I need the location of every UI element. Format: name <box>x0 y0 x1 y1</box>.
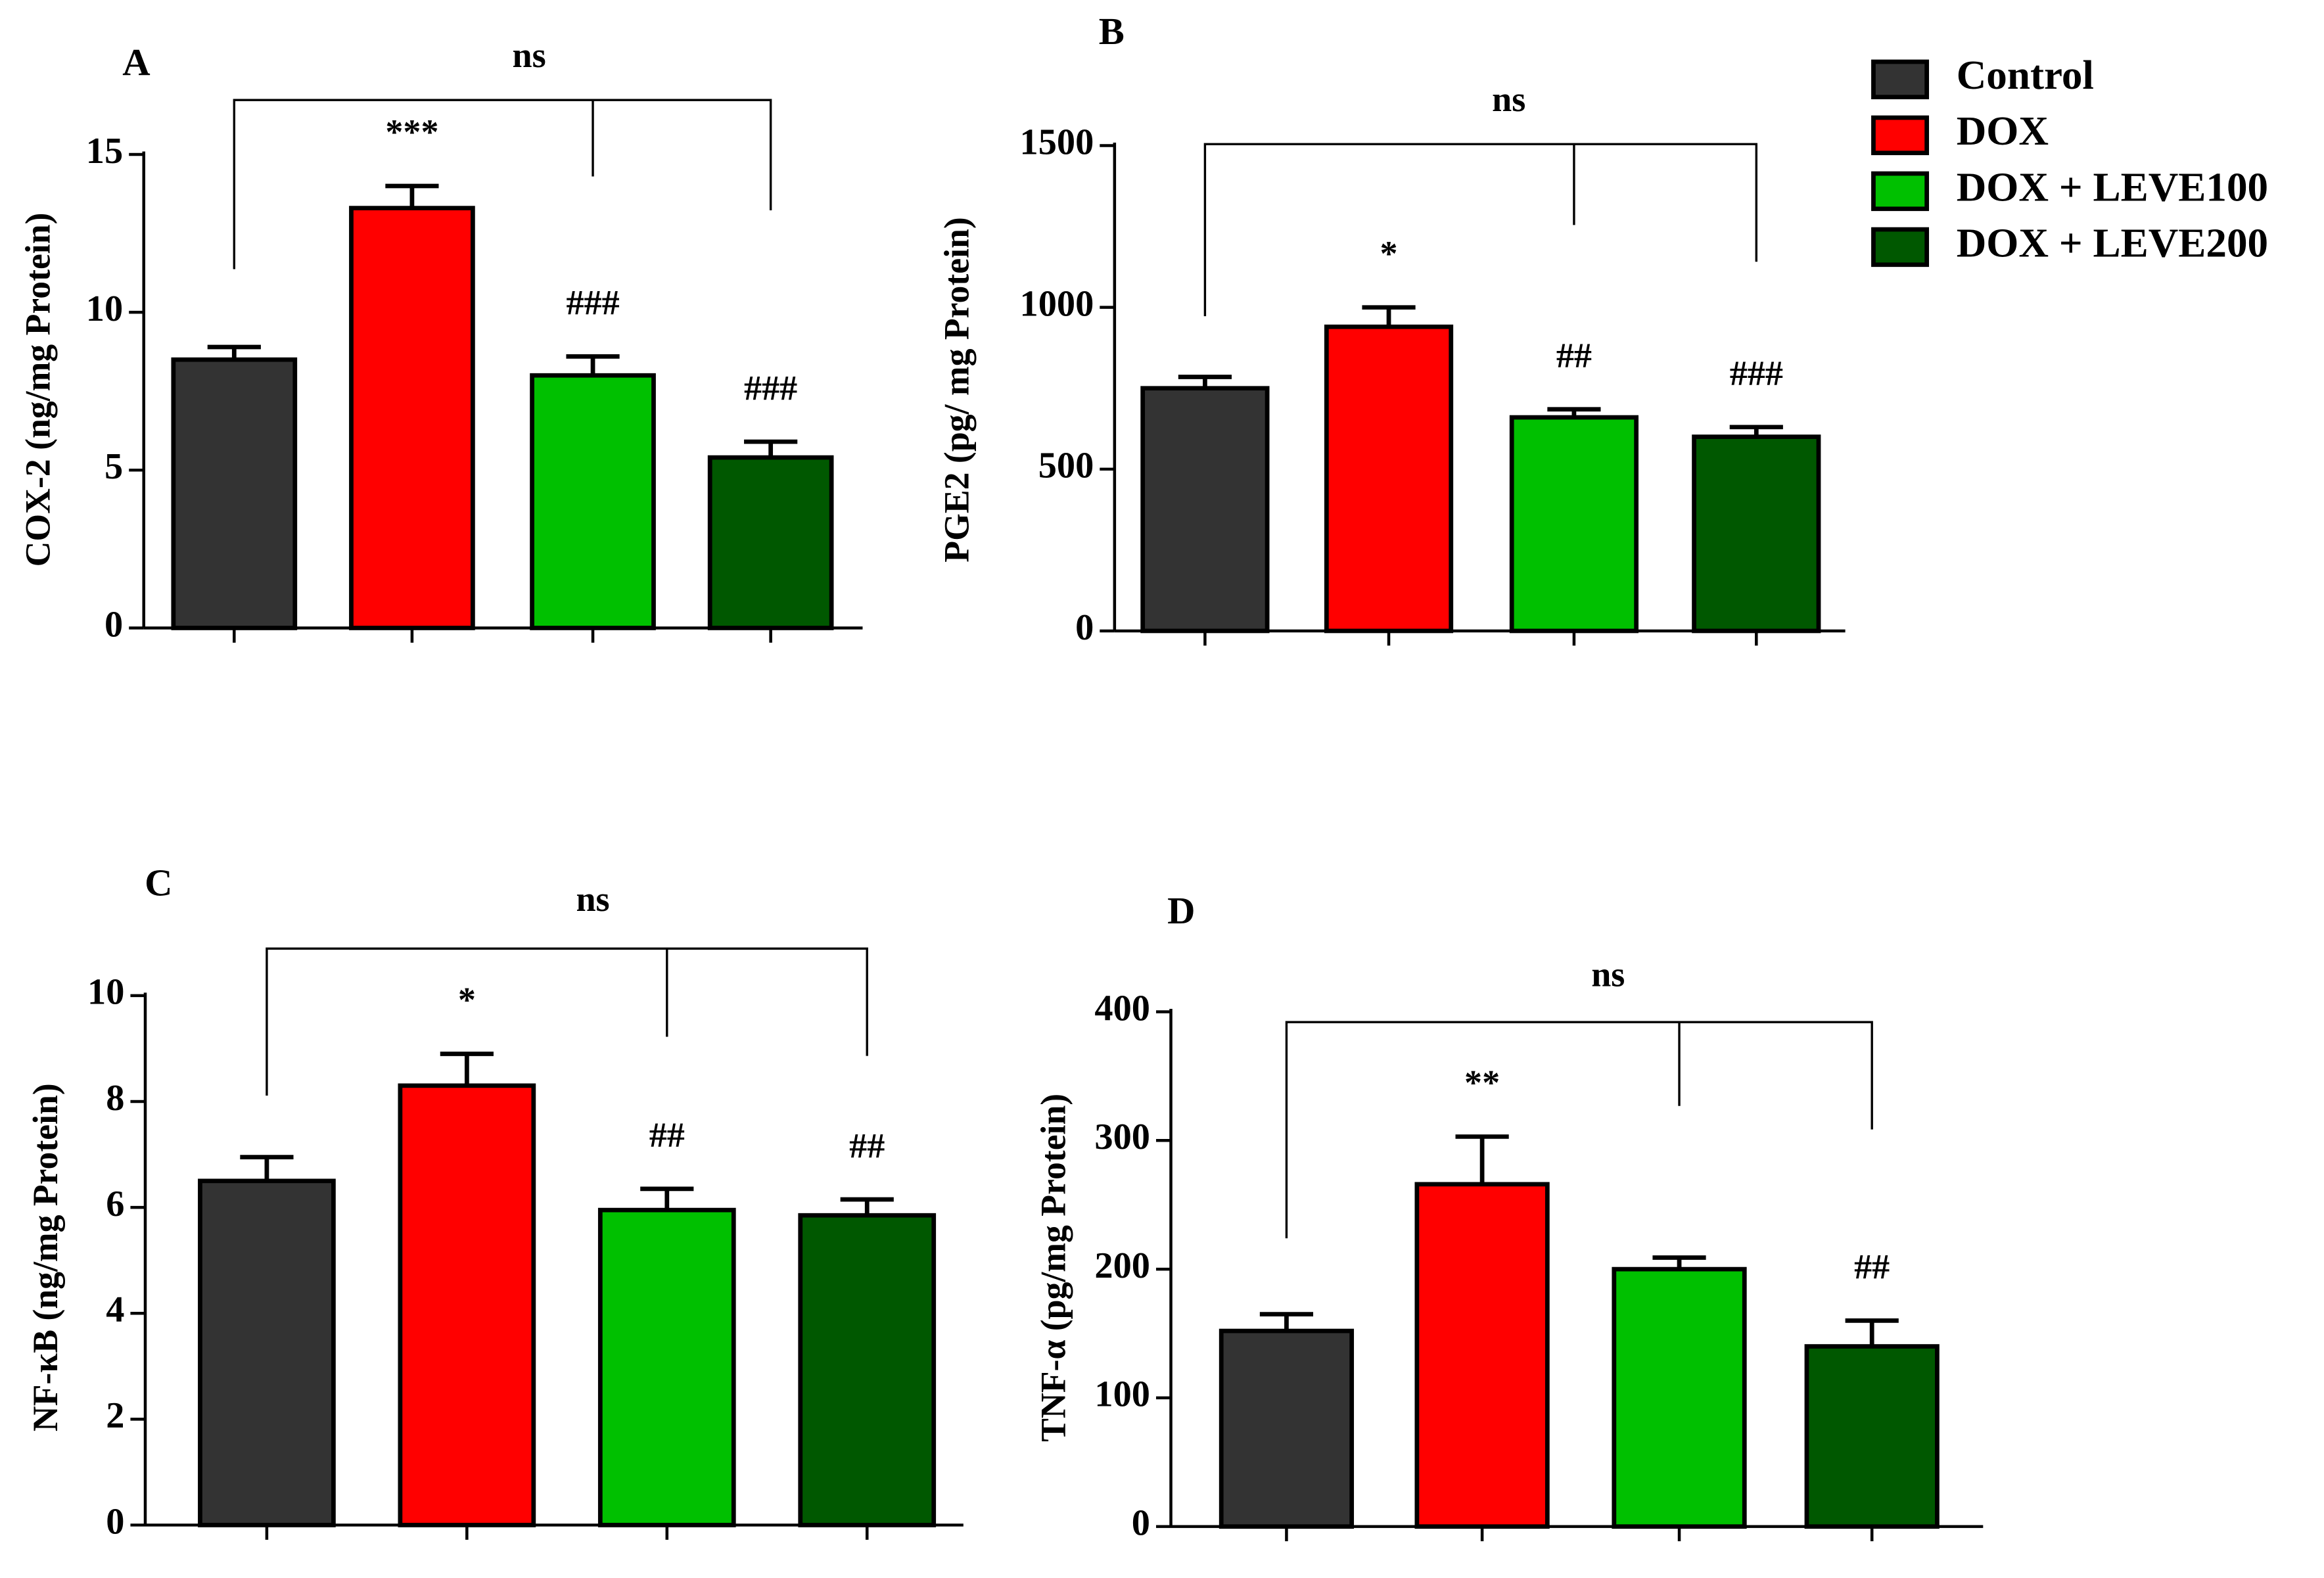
bar <box>1804 1344 1940 1529</box>
significance-label: ### <box>1730 354 1783 393</box>
panel-label: C <box>145 862 172 904</box>
significance-label: ** <box>1464 1063 1500 1103</box>
panel-label: D <box>1167 889 1195 932</box>
significance-label: ## <box>1556 336 1592 375</box>
legend-label: DOX <box>1957 108 2049 154</box>
bracket-label: ns <box>1591 955 1625 994</box>
legend-label: DOX + LEVE100 <box>1957 164 2268 210</box>
significance-label: * <box>458 981 476 1020</box>
y-axis-label: PGE2 (pg/ mg Protein) <box>937 217 977 562</box>
y-tick-label: 0 <box>105 605 123 645</box>
y-axis-label: NF-κB (ng/mg Protein) <box>26 1083 65 1431</box>
bar <box>798 1213 937 1527</box>
bar <box>1509 415 1639 634</box>
y-tick-label: 0 <box>1132 1503 1150 1544</box>
bar <box>398 1083 536 1527</box>
y-tick-label: 0 <box>1075 607 1094 648</box>
significance-label: ### <box>566 283 619 323</box>
bar <box>530 373 656 630</box>
significance-label: ## <box>649 1115 685 1155</box>
y-tick-label: 5 <box>105 446 123 487</box>
significance-label: ## <box>849 1126 885 1165</box>
bar <box>1612 1266 1747 1529</box>
bar <box>349 206 475 630</box>
bar <box>707 455 834 630</box>
y-tick-label: 4 <box>106 1289 124 1330</box>
bracket <box>1285 1021 1873 1239</box>
bracket <box>233 99 772 269</box>
y-tick-label: 10 <box>87 972 124 1013</box>
y-tick-label: 400 <box>1094 988 1150 1029</box>
legend-swatch <box>1871 115 1930 156</box>
y-tick-label: 1500 <box>1020 122 1094 163</box>
bar <box>1324 324 1454 634</box>
legend-label: DOX + LEVE200 <box>1957 220 2268 266</box>
y-tick-label: 10 <box>86 289 123 329</box>
y-tick-label: 300 <box>1094 1117 1150 1157</box>
y-axis-label: COX-2 (ng/mg Protein) <box>18 213 57 567</box>
panel-label: A <box>122 41 150 83</box>
bar <box>1414 1182 1550 1529</box>
bracket <box>1203 143 1757 317</box>
y-tick-label: 8 <box>106 1078 124 1119</box>
y-tick-label: 0 <box>106 1501 124 1542</box>
legend-swatch <box>1871 227 1930 267</box>
significance-label: *** <box>385 112 438 152</box>
bar <box>1140 386 1270 634</box>
bracket-label: ns <box>512 35 546 75</box>
significance-label: ## <box>1854 1247 1890 1287</box>
bar <box>1219 1328 1355 1529</box>
bar <box>1692 434 1821 634</box>
y-tick-label: 15 <box>86 131 123 172</box>
y-axis-label: TNF-α (pg/mg Protein) <box>1033 1094 1073 1442</box>
bar <box>171 357 298 630</box>
bar <box>597 1207 736 1527</box>
legend-swatch <box>1871 59 1930 100</box>
y-tick-label: 6 <box>106 1184 124 1224</box>
y-tick-label: 100 <box>1094 1374 1150 1415</box>
y-tick-label: 1000 <box>1020 284 1094 325</box>
legend-swatch <box>1871 171 1930 212</box>
bracket <box>266 947 868 1096</box>
y-tick-label: 200 <box>1094 1245 1150 1286</box>
panel-label: B <box>1099 10 1125 53</box>
bracket-label: ns <box>576 879 609 919</box>
y-tick-label: 500 <box>1038 446 1094 486</box>
legend-label: Control <box>1957 52 2094 98</box>
bracket-label: ns <box>1492 80 1525 119</box>
y-tick-label: 2 <box>106 1395 124 1436</box>
significance-label: ### <box>744 369 797 408</box>
significance-label: * <box>1380 234 1398 273</box>
bar <box>198 1178 336 1527</box>
